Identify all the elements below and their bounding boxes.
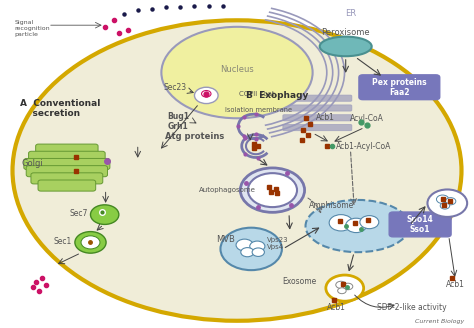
Text: Sec7: Sec7 <box>70 209 88 218</box>
FancyBboxPatch shape <box>389 212 451 237</box>
Text: Current Biology: Current Biology <box>415 319 464 324</box>
Circle shape <box>329 215 353 231</box>
Circle shape <box>343 283 353 290</box>
Text: Spo14
Sso1: Spo14 Sso1 <box>407 215 433 234</box>
Text: Isolation membrane: Isolation membrane <box>225 107 292 113</box>
Circle shape <box>252 248 264 256</box>
FancyBboxPatch shape <box>283 115 352 121</box>
Circle shape <box>446 198 456 205</box>
Circle shape <box>248 173 297 207</box>
Circle shape <box>428 190 467 217</box>
FancyBboxPatch shape <box>24 158 110 170</box>
Text: Acb1: Acb1 <box>317 113 335 122</box>
Circle shape <box>437 195 449 203</box>
Text: Atg proteins: Atg proteins <box>165 132 224 141</box>
Text: Vps23
Vps4: Vps23 Vps4 <box>267 236 288 250</box>
FancyBboxPatch shape <box>38 180 96 191</box>
Circle shape <box>241 248 254 257</box>
Circle shape <box>337 288 346 294</box>
Circle shape <box>326 275 364 301</box>
Text: B  Exophagy: B Exophagy <box>246 91 309 100</box>
Circle shape <box>250 241 265 252</box>
Circle shape <box>220 228 282 270</box>
Text: Pex proteins
Faa2: Pex proteins Faa2 <box>372 77 427 97</box>
FancyBboxPatch shape <box>283 105 352 111</box>
Circle shape <box>81 236 100 249</box>
FancyBboxPatch shape <box>359 75 440 100</box>
Circle shape <box>236 239 253 251</box>
Text: Acb1: Acb1 <box>327 303 346 312</box>
Text: MVB: MVB <box>216 235 235 244</box>
Text: Autophagosome: Autophagosome <box>199 187 256 193</box>
Circle shape <box>336 281 346 288</box>
Text: Peroxisome: Peroxisome <box>321 28 370 37</box>
FancyBboxPatch shape <box>31 173 103 184</box>
Ellipse shape <box>319 37 372 56</box>
Text: Nucleus: Nucleus <box>220 65 254 74</box>
FancyBboxPatch shape <box>283 125 352 131</box>
Text: SDF-2-like activity: SDF-2-like activity <box>377 303 447 312</box>
Ellipse shape <box>161 27 313 118</box>
Circle shape <box>194 87 218 104</box>
Text: Bug1
Grh1: Bug1 Grh1 <box>167 112 189 131</box>
Circle shape <box>240 168 305 212</box>
Ellipse shape <box>306 200 410 252</box>
Text: Acyl-CoA: Acyl-CoA <box>350 114 384 123</box>
Circle shape <box>360 215 379 229</box>
FancyBboxPatch shape <box>36 144 98 155</box>
Circle shape <box>75 232 106 253</box>
Text: Golgi: Golgi <box>22 159 44 169</box>
Ellipse shape <box>12 20 462 321</box>
Circle shape <box>91 205 119 224</box>
Text: COPII coat: COPII coat <box>239 91 275 97</box>
Text: Acb1-Acyl-CoA: Acb1-Acyl-CoA <box>336 142 392 151</box>
Circle shape <box>440 203 450 209</box>
FancyBboxPatch shape <box>28 151 105 162</box>
Text: A  Conventional
    secretion: A Conventional secretion <box>19 99 100 118</box>
Text: Amphisome: Amphisome <box>309 201 354 210</box>
Text: Acb1: Acb1 <box>446 280 465 289</box>
Text: Exosome: Exosome <box>282 277 317 286</box>
FancyBboxPatch shape <box>26 166 108 177</box>
Text: ER: ER <box>345 9 356 18</box>
Text: Sec1: Sec1 <box>54 237 72 246</box>
Circle shape <box>346 218 366 233</box>
FancyBboxPatch shape <box>283 95 352 101</box>
Text: Sec23: Sec23 <box>163 83 186 92</box>
Text: Signal
recognition
particle: Signal recognition particle <box>15 20 51 37</box>
